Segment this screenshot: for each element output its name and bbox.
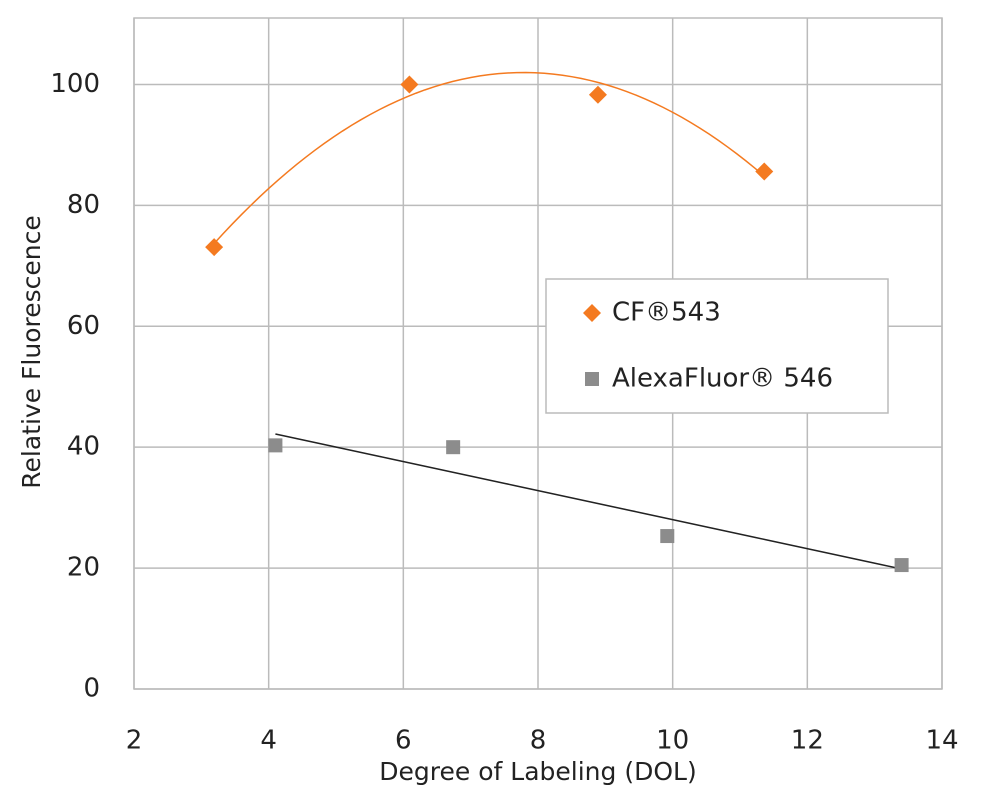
trendline: [275, 433, 902, 570]
legend-box: [545, 278, 889, 414]
data-point: [660, 529, 675, 544]
y-tick-label: 40: [67, 432, 100, 462]
data-point: [400, 75, 419, 94]
x-tick-label: 12: [791, 726, 824, 756]
data-point: [588, 85, 607, 104]
y-tick-label: 20: [67, 553, 100, 583]
legend-label: CF®543: [612, 298, 721, 328]
trendline: [213, 71, 765, 244]
legend-label: AlexaFluor® 546: [612, 364, 833, 394]
y-tick-label: 100: [50, 69, 100, 99]
y-axis-title: Relative Fluorescence: [17, 215, 46, 488]
legend-marker: [585, 372, 599, 386]
data-point: [446, 440, 461, 455]
legend-marker: [583, 304, 601, 322]
data-point: [268, 438, 283, 453]
data-point: [205, 238, 224, 257]
y-tick-label: 0: [83, 674, 100, 704]
y-tick-label: 60: [67, 311, 100, 341]
x-tick-label: 14: [925, 726, 958, 756]
x-axis-title: Degree of Labeling (DOL): [379, 757, 696, 786]
y-tick-label: 80: [67, 190, 100, 220]
x-tick-label: 6: [395, 726, 412, 756]
data-point: [755, 162, 774, 181]
x-tick-label: 4: [260, 726, 277, 756]
x-tick-label: 8: [530, 726, 547, 756]
data-point: [894, 558, 909, 573]
x-tick-label: 10: [656, 726, 689, 756]
x-tick-label: 2: [126, 726, 143, 756]
